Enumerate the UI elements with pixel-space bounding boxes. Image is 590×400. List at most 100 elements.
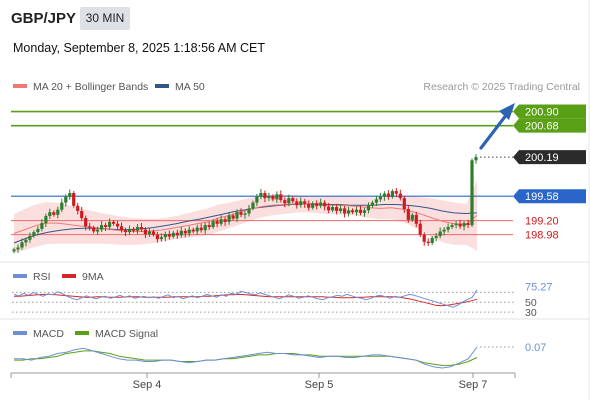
candle-body — [36, 228, 40, 233]
candle-body — [319, 202, 323, 206]
candle-body — [119, 226, 124, 231]
candle — [319, 198, 323, 209]
candle — [64, 194, 68, 207]
candle — [44, 213, 48, 228]
candle-body — [390, 191, 394, 197]
candle-body — [263, 193, 267, 199]
candle — [335, 204, 339, 215]
candle-body — [335, 207, 339, 211]
timestamp: Monday, September 8, 2025 1:18:56 AM CET — [13, 41, 265, 55]
candle-body — [327, 206, 331, 211]
candle-body — [108, 221, 112, 227]
candle-body — [32, 232, 36, 236]
candle-body — [410, 214, 414, 220]
candle-body — [207, 225, 211, 227]
candle-body — [251, 202, 255, 209]
candle-body — [315, 203, 319, 206]
candle-body — [20, 242, 24, 248]
candle — [171, 230, 175, 239]
candle — [295, 198, 299, 209]
candle-body — [454, 223, 458, 226]
candle-body — [171, 232, 175, 237]
candle — [394, 188, 398, 198]
candle — [127, 225, 132, 236]
candle-body — [48, 212, 52, 216]
forecast-arrow-head — [499, 103, 515, 120]
candle — [191, 227, 195, 234]
candle-body — [406, 209, 410, 220]
candle-body — [386, 193, 390, 197]
rsi-line — [13, 289, 478, 308]
candle-body — [474, 157, 478, 161]
candle-body — [426, 241, 430, 243]
ma20-legend-swatch — [13, 84, 27, 88]
rsi-level-30-label: 30 — [525, 307, 537, 319]
candle — [48, 208, 52, 220]
candle-body — [239, 212, 243, 215]
candle — [247, 204, 251, 217]
candle-body — [235, 212, 239, 219]
candle — [458, 219, 462, 229]
candle-body — [44, 216, 48, 224]
candle — [350, 208, 355, 215]
candle-body — [191, 229, 195, 232]
candle — [442, 227, 446, 236]
pivot-tag — [513, 189, 586, 204]
candle — [323, 200, 327, 211]
candle — [291, 196, 295, 204]
candle-body — [112, 221, 116, 224]
timeframe-badge[interactable]: 30 MIN — [80, 7, 130, 30]
candle-body — [347, 210, 351, 214]
rsi-level-50-label: 50 — [525, 297, 537, 309]
candle-body — [155, 234, 159, 240]
candle — [167, 230, 171, 240]
candle-body — [223, 219, 227, 222]
candle — [123, 227, 128, 237]
rsi-value-label: 75.27 — [525, 281, 553, 293]
candle — [267, 192, 271, 202]
candle — [163, 231, 167, 242]
candle-body — [68, 193, 72, 197]
current-price-label: 200.19 — [525, 152, 559, 164]
candle — [211, 219, 215, 229]
candle — [195, 224, 199, 235]
candle — [434, 233, 438, 242]
candle — [315, 200, 319, 210]
candle-body — [307, 203, 311, 208]
candle-body — [64, 196, 68, 203]
candle-body — [139, 227, 143, 230]
candle — [20, 238, 24, 250]
candle-body — [446, 227, 450, 230]
candle-body — [267, 196, 271, 199]
candle — [16, 244, 20, 253]
candle — [251, 200, 255, 211]
candle-body — [92, 227, 96, 232]
resistance-2-label: 200.90 — [525, 107, 559, 119]
candle — [374, 196, 378, 207]
macd-signal-legend-swatch — [75, 331, 89, 335]
forecast-arrow-shaft — [479, 112, 509, 150]
candle — [207, 221, 211, 230]
candle — [462, 220, 466, 231]
candle — [179, 226, 183, 238]
macd-signal-line — [14, 350, 478, 366]
candle — [450, 223, 454, 229]
candle-body — [231, 215, 235, 219]
candle-body — [279, 194, 283, 201]
candle-body — [88, 226, 92, 228]
candle — [327, 203, 331, 214]
candle — [366, 202, 371, 214]
candle-body — [295, 201, 299, 206]
candle — [347, 206, 351, 217]
symbol-title: GBP/JPY — [11, 10, 77, 27]
candle — [155, 231, 159, 243]
candle-body — [163, 234, 167, 238]
ma50-legend-label: MA 50 — [175, 81, 205, 93]
macd-signal-legend-label: MACD Signal — [95, 328, 158, 340]
candle — [283, 197, 287, 208]
candle-body — [56, 209, 60, 215]
candle — [307, 200, 311, 211]
candle-body — [211, 221, 215, 227]
candle — [40, 219, 44, 232]
candle-body — [299, 201, 303, 206]
